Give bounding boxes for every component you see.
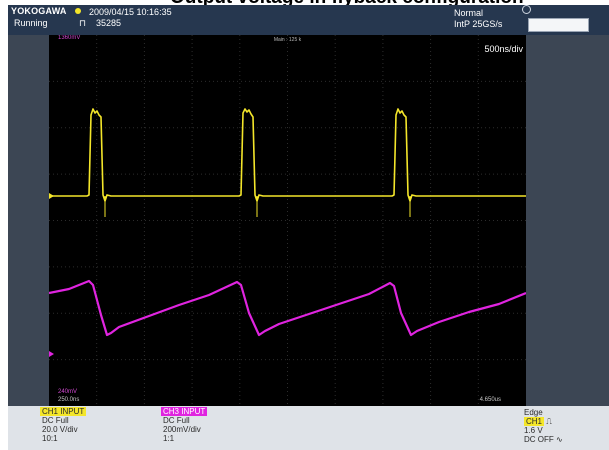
ch3-label: CH3 INPUT xyxy=(161,407,208,416)
datetime: 2009/04/15 10:16:35 xyxy=(89,7,172,17)
page-heading-text: Output voltage in flyback configuration xyxy=(170,0,524,8)
acquisition-count: 35285 xyxy=(96,18,122,28)
left-soft-panel xyxy=(8,35,49,406)
zoom-label: Main : 125 k xyxy=(273,37,302,43)
knob-icon xyxy=(522,5,531,14)
trigger-source-row: CH1 ⎍ xyxy=(524,417,563,426)
value-input[interactable] xyxy=(528,18,589,32)
trigger-source: CH1 xyxy=(524,417,545,426)
trigger-type: Edge xyxy=(524,408,543,417)
trigger-hf-reject: DC OFF xyxy=(524,435,554,444)
grid-lines xyxy=(49,35,526,406)
trigger-hf-row: DC OFF ∿ xyxy=(524,435,563,444)
acquisition-status: Running xyxy=(14,18,48,28)
ch1-info[interactable]: CH1 INPUT DC Full 20.0 V/div 10:1 xyxy=(40,407,87,443)
trigger-mode-icon: ⊓ xyxy=(79,18,87,28)
ch3-coupling: DC Full xyxy=(163,416,190,425)
page-heading: Output voltage in flyback configuration xyxy=(0,0,609,8)
ch3-probe: 1:1 xyxy=(163,434,175,443)
ch3-scale: 200mV/div xyxy=(163,425,201,434)
ch3-ground-marker-icon xyxy=(49,351,54,357)
ch1-label: CH1 INPUT xyxy=(40,407,87,416)
ch3-info[interactable]: CH3 INPUT DC Full 200mV/div 1:1 xyxy=(161,407,208,443)
ch3-bottom-level: 240mV xyxy=(58,389,78,395)
ch1-ground-marker-icon xyxy=(49,193,54,199)
ch1-waveform xyxy=(49,108,526,202)
channel-info-bar: CH1 INPUT DC Full 20.0 V/div 10:1 CH3 IN… xyxy=(8,406,609,450)
time-per-div: 500ns/div xyxy=(482,44,525,54)
oscilloscope-window: YOKOGAWA 2009/04/15 10:16:35 Running ⊓ 3… xyxy=(8,5,609,450)
trigger-level: 1.6 V xyxy=(524,426,543,435)
waveform-display: 1360mV Main : 125 k 500ns/div 240mV 250.… xyxy=(49,35,526,406)
ch3-top-level: 1360mV xyxy=(58,35,81,41)
sample-rate: IntP 25GS/s xyxy=(454,19,503,29)
waveform-graticule xyxy=(49,35,526,406)
wave-icon: ∿ xyxy=(556,435,563,444)
rising-edge-icon: ⎍ xyxy=(546,417,552,426)
right-soft-panel xyxy=(526,35,609,406)
ch1-coupling: DC Full xyxy=(42,416,69,425)
ch1-scale: 20.0 V/div xyxy=(42,425,78,434)
status-bar: YOKOGAWA 2009/04/15 10:16:35 Running ⊓ 3… xyxy=(8,5,609,35)
brand-logo: YOKOGAWA xyxy=(11,6,67,16)
trigger-mode: Normal xyxy=(454,8,484,18)
start-time: 250.0ns xyxy=(58,397,80,403)
end-time: 4.650us xyxy=(479,397,501,403)
run-indicator-icon xyxy=(75,8,81,14)
ch3-waveform xyxy=(49,279,526,337)
ch1-probe: 10:1 xyxy=(42,434,58,443)
trigger-info[interactable]: Edge CH1 ⎍ 1.6 V DC OFF ∿ xyxy=(524,408,563,444)
